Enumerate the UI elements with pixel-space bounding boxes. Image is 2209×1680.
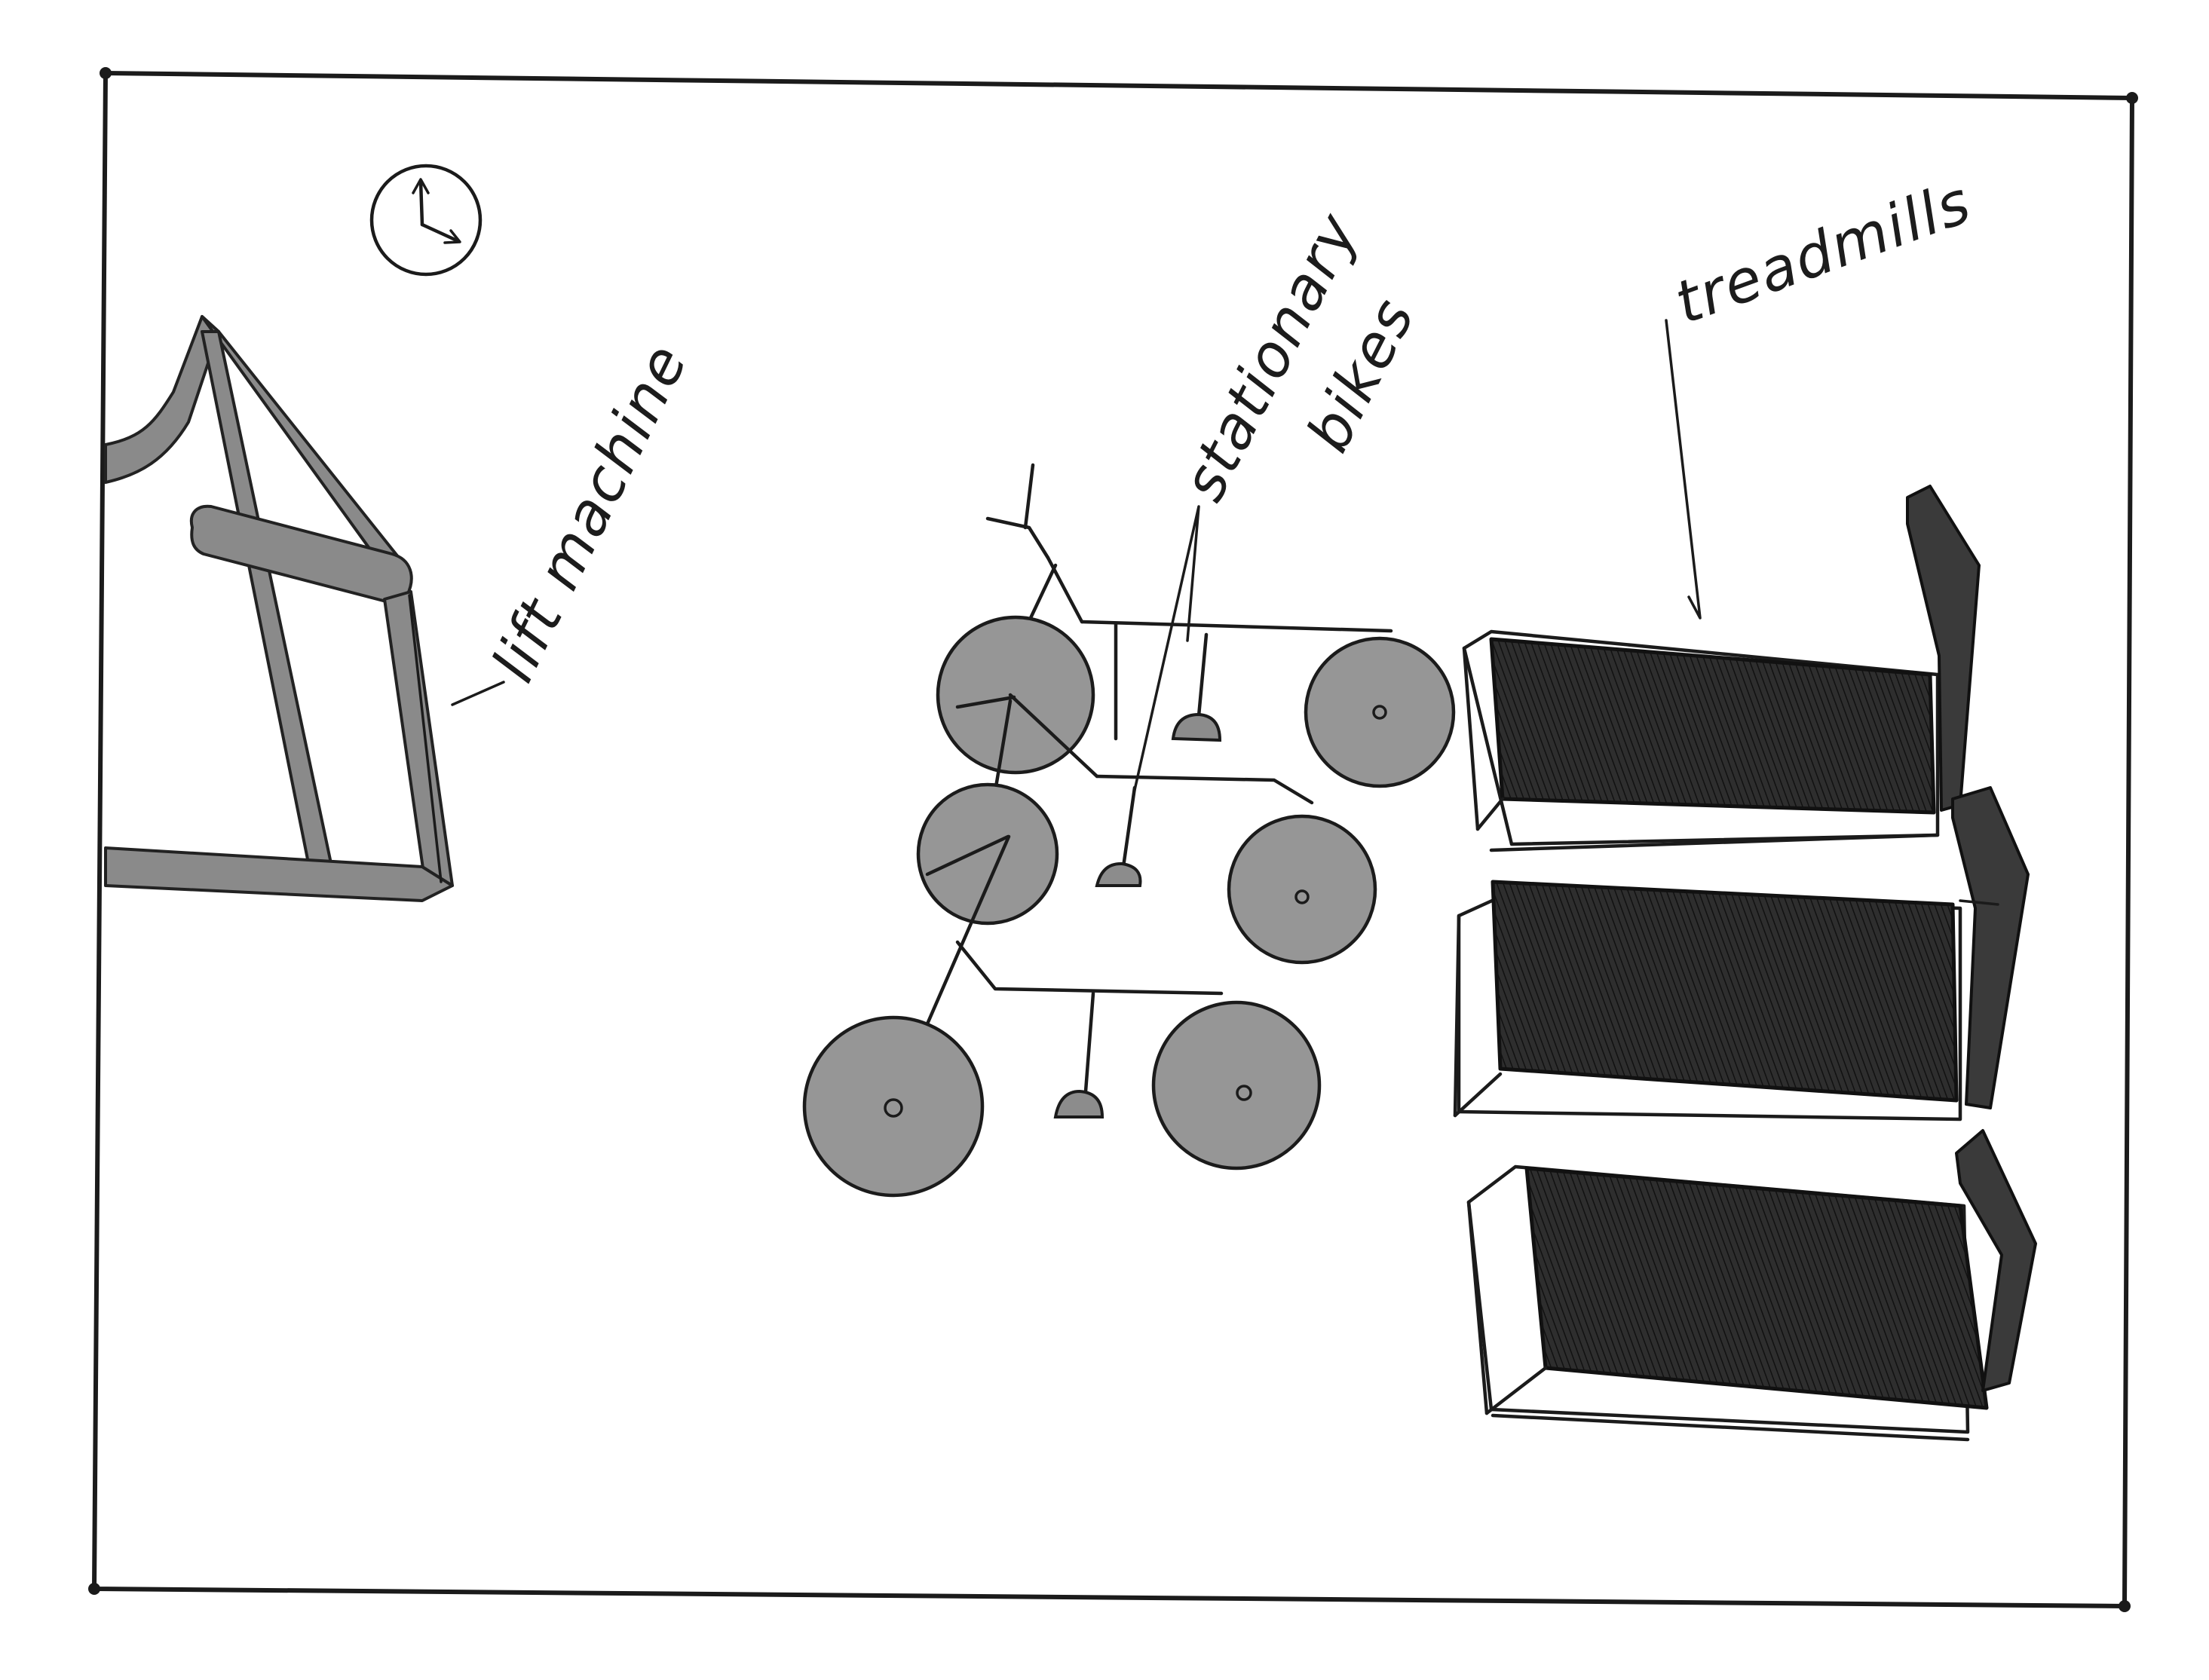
stationary-bikes-leader <box>1133 505 1200 791</box>
lift-machine-leader <box>451 681 505 706</box>
treadmill-3 <box>1466 1129 2037 1442</box>
stationary-bike-2 <box>916 693 1377 965</box>
stationary-bike-3 <box>802 834 1322 1198</box>
stationary-bikes <box>802 463 1456 1198</box>
treadmills <box>1453 485 2037 1442</box>
clock-icon <box>369 164 483 277</box>
lift-machine <box>104 315 454 902</box>
treadmills-label: treadmills <box>1667 168 1981 338</box>
treadmill-1 <box>1462 485 1981 852</box>
stationary-bike-1 <box>936 463 1456 788</box>
lift-machine-label: lift machine <box>479 334 701 693</box>
room-border <box>88 67 2138 1612</box>
treadmills-leader <box>1665 319 1702 620</box>
treadmill-2 <box>1453 786 2030 1122</box>
